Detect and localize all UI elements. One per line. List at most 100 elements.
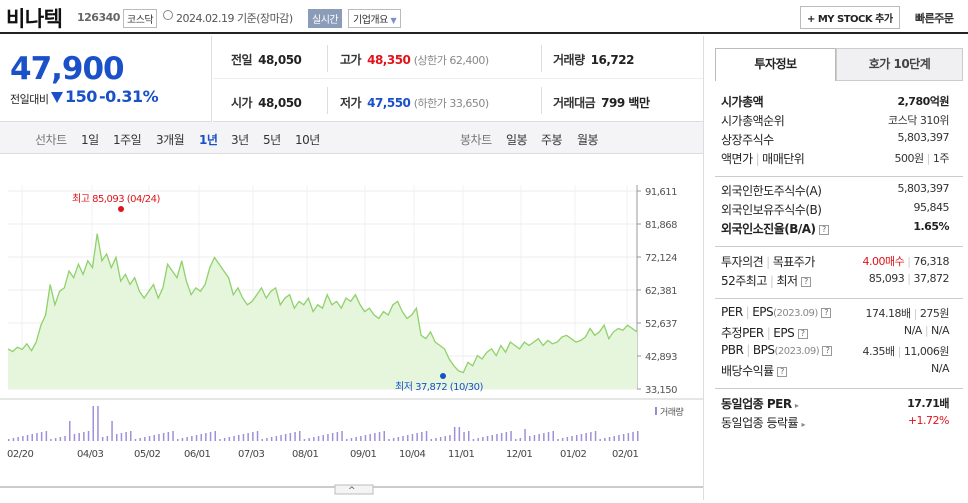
label: 시가 [231,96,253,110]
volume-bar [153,435,155,441]
high-marker [118,206,124,212]
help-icon[interactable]: ? [777,366,788,377]
volume-bar [223,438,226,441]
divider [715,298,963,299]
industry-per-row[interactable]: 동일업종 PER ▸ 17.71배 [721,395,949,414]
x-tick-label: 07/03 [238,449,264,460]
value: N/A [931,324,949,337]
volume-bar [280,435,282,441]
help-icon[interactable]: ? [797,328,808,339]
upper-limit: (상한가 62,400) [413,54,489,67]
volume-bar [22,436,24,441]
candle-chart-label: 봉차트 [460,133,492,147]
tab-1d[interactable]: 1일 [81,133,99,147]
price-area [8,233,637,389]
industry-rate-row[interactable]: 동일업종 등락률 ▸ +1.72% [721,414,950,433]
x-tick-label: 08/01 [292,449,318,460]
volume-bar [54,438,57,441]
label: 외국인소진율(B/A) [721,222,816,236]
volume-bar [87,431,90,441]
volume-bar [45,431,48,441]
volume-bar [500,433,503,441]
help-icon[interactable]: ? [821,307,832,318]
volume-bar [336,432,339,441]
value: 76,318 [913,255,950,268]
label: PBR [721,343,744,357]
volume-bar [50,439,52,441]
pbr-row: PBR | BPS(2023.09) ? 4.35배 | 11,006원 [721,343,950,358]
volume-bar [191,436,193,441]
period-tabs: 선차트 1일 1주일 3개월 1년 3년 5년 10년 봉차트 일봉 주봉 월봉 [0,122,703,154]
volume-bar [538,434,540,441]
volume-bar [12,438,15,441]
value: 85,093 [868,272,905,285]
y-tick-label: 91,611 [645,187,677,198]
chevron-right-icon: ▸ [794,401,799,410]
volume-bar [331,433,334,441]
volume-bar [64,436,66,441]
help-icon[interactable]: ? [822,345,833,356]
label: 전일 [231,53,253,67]
volume-bar [529,436,531,441]
tab-order-book[interactable]: 호가 10단계 [836,48,963,81]
volume-bar [411,434,414,441]
tab-daily[interactable]: 일봉 [506,133,528,147]
volume-bar [472,439,475,441]
opinion-row: 투자의견 | 목표주가 4.00매수 | 76,318 [721,255,950,269]
label: 액면가 [721,152,753,166]
quick-order-link[interactable]: 빠른주문 [915,12,954,25]
volume-bar [299,431,301,441]
down-triangle-icon [51,92,63,103]
x-tick-label: 09/01 [350,449,376,460]
tab-1w[interactable]: 1주일 [113,133,142,147]
volume-bar [36,433,38,441]
volume-bar [627,433,630,441]
volume-bar [17,437,19,441]
volume-bar [482,437,484,441]
volume-bar [369,434,371,441]
tab-3m[interactable]: 3개월 [156,133,185,147]
help-icon[interactable]: ? [818,224,829,235]
volume-bar [491,435,493,441]
volume-bar [106,436,109,441]
volume-bar [566,437,569,441]
volume-legend-swatch [655,407,657,415]
x-tick-label: 01/02 [560,449,586,460]
realtime-button[interactable]: 실시간 [308,9,343,28]
volume-bar [397,437,400,441]
volume-bar [388,439,390,441]
high-price: 고가 48,350 (상한가 62,400) [340,51,489,68]
period: (2023.09) [773,308,818,319]
label: 최저 [776,274,798,288]
tab-10y[interactable]: 10년 [295,133,320,147]
tab-3y[interactable]: 3년 [231,133,249,147]
mystock-add-button[interactable]: + MY STOCK 추가 [800,6,900,29]
tab-weekly[interactable]: 주봉 [541,133,563,147]
collapse-button[interactable] [334,484,374,495]
tab-invest-info[interactable]: 투자정보 [715,48,836,81]
price-chart[interactable]: 91,611 81,868 72,124 62,381 52,637 42,893 33,1… [0,155,703,500]
tab-monthly[interactable]: 월봉 [577,133,599,147]
label: 투자의견 [721,255,764,269]
volume-bar [346,439,348,441]
value: 48,350 [367,53,411,67]
low-label: 최저 37,872 (10/30) [395,381,483,393]
company-info-dropdown[interactable]: 기업개요 ▼ [348,9,402,28]
volume-bar [355,437,357,441]
trade-amount: 거래대금 799 백만 [553,94,650,111]
tab-5y[interactable]: 5년 [263,133,281,147]
volume-bar [618,435,620,441]
volume-bar [275,436,278,441]
volume-bar [200,434,202,441]
help-icon[interactable]: ? [800,276,811,287]
volume-bar [289,433,292,441]
value: 5,803,397 [897,182,950,195]
volume-bar [92,406,94,441]
price-line [7,233,638,374]
value: 17.71배 [907,397,949,410]
x-tick-label: 02/01 [612,449,638,460]
volume-bar [120,433,123,441]
volume-bar [364,435,367,441]
volume-bar [233,436,235,441]
tab-1y[interactable]: 1년 [199,133,218,147]
